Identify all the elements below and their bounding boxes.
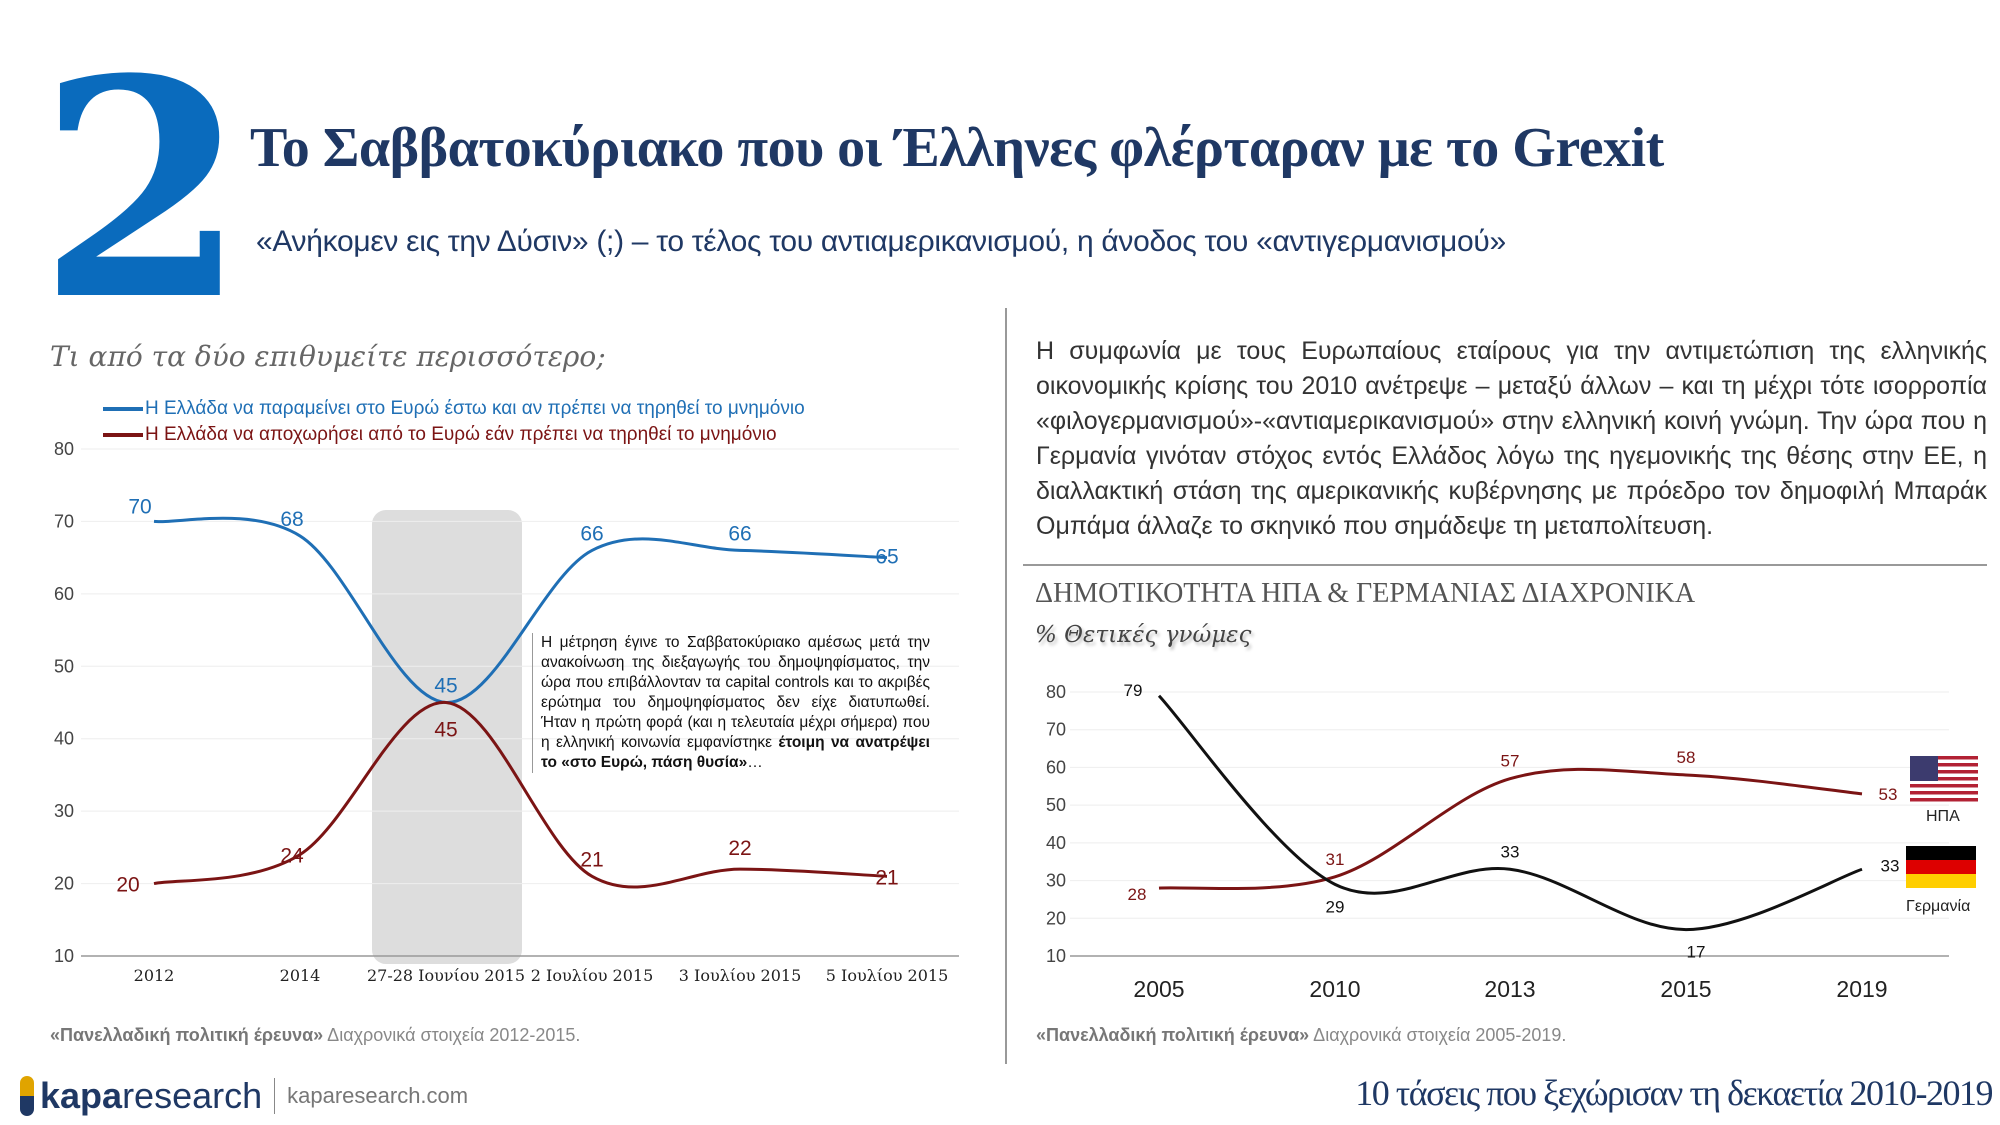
page-title: Το Σαββατοκύριακο που οι Έλληνες φλέρταρ… — [250, 117, 1664, 179]
left-y-tick-label: 30 — [54, 801, 74, 821]
left-x-tick-label: 2 Ιουλίου 2015 — [531, 966, 654, 985]
left-data-label: 24 — [280, 845, 304, 868]
right-chart-title: ΔΗΜΟΤΙΚΟΤΗΤΑ ΗΠΑ & ΓΕΡΜΑΝΙΑΣ ΔΙΑΧΡΟΝΙΚΑ — [1035, 578, 1696, 609]
left-x-tick-label: 3 Ιουλίου 2015 — [679, 966, 802, 985]
logo-bold: kapa — [40, 1075, 123, 1116]
source-bold: «Πανελλαδική πολιτική έρευνα» — [50, 1025, 324, 1045]
us-flag-icon — [1910, 756, 1978, 802]
right-data-label: 33 — [1501, 842, 1520, 861]
right-x-tick-label: 2015 — [1660, 976, 1711, 1002]
left-data-label: 66 — [580, 522, 603, 545]
left-data-label: 22 — [728, 837, 751, 860]
left-y-tick-label: 80 — [54, 439, 74, 459]
right-y-tick-label: 40 — [1046, 833, 1066, 853]
note-text: Η μέτρηση έγινε το Σαββατοκύριακο αμέσως… — [541, 634, 930, 751]
left-data-label: 68 — [280, 508, 303, 531]
left-y-tick-label: 70 — [54, 511, 74, 531]
legend-item-stay: Η Ελλάδα να παραμείνει στο Ευρώ έστω και… — [103, 398, 805, 420]
left-x-tick-label: 2012 — [134, 966, 175, 985]
page-subtitle: «Ανήκομεν εις την Δύσιν» (;) – το τέλος … — [256, 225, 1506, 258]
right-data-label: 29 — [1326, 897, 1345, 916]
right-data-label: 57 — [1501, 752, 1520, 771]
source-rest: Διαχρονικά στοιχεία 2012-2015. — [323, 1025, 581, 1045]
right-series-line-1 — [1157, 694, 1863, 932]
right-paragraph: Η συμφωνία με τους Ευρωπαίους εταίρους γ… — [1036, 337, 1987, 540]
left-x-tick-label: 2014 — [280, 966, 321, 985]
source-bold: «Πανελλαδική πολιτική έρευνα» — [1036, 1025, 1310, 1045]
right-data-label: 31 — [1326, 850, 1345, 869]
legend-label: Η Ελλάδα να αποχωρήσει από το Ευρώ εάν π… — [145, 424, 777, 445]
right-data-label: 58 — [1677, 748, 1696, 767]
right-y-tick-label: 50 — [1046, 795, 1066, 815]
right-y-tick-label: 60 — [1046, 757, 1066, 777]
left-x-tick-label: 5 Ιουλίου 2015 — [826, 966, 949, 985]
right-y-tick-label: 30 — [1046, 871, 1066, 891]
left-data-label: 45 — [434, 719, 457, 742]
left-data-label: 65 — [875, 546, 898, 569]
right-data-label: 79 — [1124, 681, 1143, 700]
left-series-line-1 — [153, 700, 888, 889]
left-y-tick-label: 60 — [54, 584, 74, 604]
left-y-tick-label: 50 — [54, 656, 74, 676]
right-chart-subtitle: % Θετικές γνώμες — [1035, 622, 1252, 648]
horizontal-divider — [1023, 564, 1987, 566]
right-data-label: 17 — [1687, 943, 1706, 962]
left-y-tick-label: 20 — [54, 874, 74, 894]
vertical-divider — [1005, 308, 1007, 1064]
right-series-line-0 — [1158, 767, 1863, 891]
source-rest: Διαχρονικά στοιχεία 2005-2019. — [1309, 1025, 1567, 1045]
left-data-label: 21 — [875, 866, 898, 889]
left-data-label: 21 — [580, 848, 603, 871]
highlight-band — [372, 510, 522, 964]
left-data-label: 20 — [116, 874, 139, 897]
right-source: «Πανελλαδική πολιτική έρευνα» Διαχρονικά… — [1036, 1025, 1566, 1046]
logo-rest: research — [122, 1075, 263, 1116]
german-flag-icon — [1906, 846, 1976, 888]
right-x-tick-label: 2013 — [1484, 976, 1535, 1002]
right-y-tick-label: 70 — [1046, 720, 1066, 740]
left-data-label: 66 — [728, 522, 751, 545]
left-x-tick-label: 27-28 Ιουνίου 2015 — [367, 966, 525, 985]
left-data-label: 45 — [434, 675, 457, 698]
annotation-note: Η μέτρηση έγινε το Σαββατοκύριακο αμέσως… — [532, 633, 930, 773]
footer-tagline: 10 τάσεις που ξεχώρισαν τη δεκαετία 2010… — [1355, 1073, 1993, 1113]
kapa-research-logo: kapa research kaparesearch.com — [20, 1075, 468, 1117]
left-series-line-0 — [153, 516, 888, 705]
right-x-tick-label: 2005 — [1133, 976, 1184, 1002]
right-y-tick-label: 80 — [1046, 682, 1066, 702]
right-y-tick-label: 10 — [1046, 946, 1066, 966]
note-end: … — [747, 754, 763, 771]
left-data-label: 70 — [128, 495, 151, 518]
left-source: «Πανελλαδική πολιτική έρευνα» Διαχρονικά… — [50, 1025, 580, 1046]
right-data-label: 33 — [1881, 856, 1900, 875]
right-data-label: 53 — [1879, 785, 1898, 804]
germany-label: Γερμανία — [1906, 898, 1971, 915]
right-y-tick-label: 20 — [1046, 908, 1066, 928]
logo-mark-icon — [20, 1076, 34, 1116]
right-data-label: 28 — [1128, 885, 1147, 904]
right-x-tick-label: 2010 — [1309, 976, 1360, 1002]
note-bold: έτοιμη να ανατρέψει το «στο Ευρώ, πάση θ… — [541, 734, 930, 771]
legend-label: Η Ελλάδα να παραμείνει στο Ευρώ έστω και… — [145, 398, 805, 419]
left-chart-question: Τι από τα δύο επιθυμείτε περισσότερο; — [50, 340, 606, 373]
left-y-tick-label: 10 — [54, 946, 74, 966]
us-label: ΗΠΑ — [1926, 808, 1960, 825]
right-x-tick-label: 2019 — [1836, 976, 1887, 1002]
section-number: 2 — [38, 13, 247, 366]
left-y-tick-label: 40 — [54, 729, 74, 749]
legend-item-leave: Η Ελλάδα να αποχωρήσει από το Ευρώ εάν π… — [103, 424, 777, 446]
website-link[interactable]: kaparesearch.com — [287, 1083, 469, 1108]
